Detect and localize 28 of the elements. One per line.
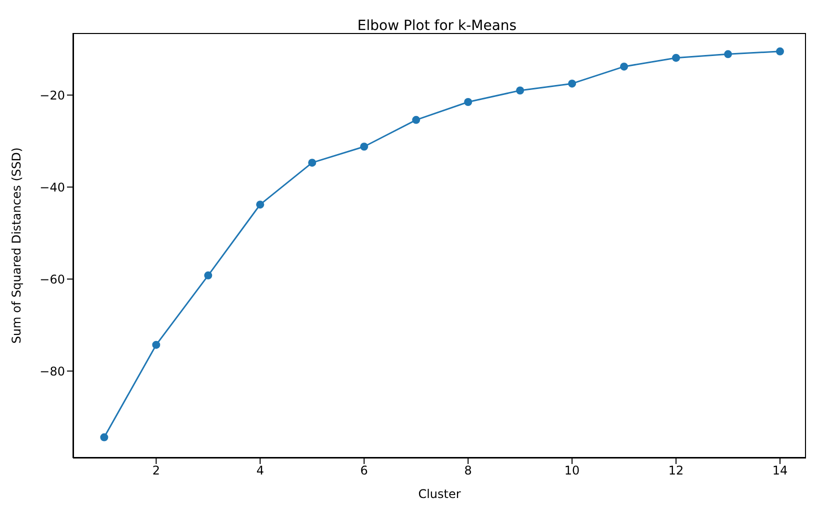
y-tick-label: −40 — [40, 180, 65, 194]
point — [620, 62, 628, 71]
y-axis-title: Sum of Squared Distances (SSD) — [9, 147, 24, 344]
point — [204, 271, 212, 280]
x-tick-label: 12 — [668, 464, 684, 478]
point — [568, 80, 576, 88]
point — [672, 54, 680, 62]
x-axis-title: Cluster — [418, 487, 461, 501]
y-tick-label: −20 — [40, 88, 65, 102]
chart-title: Elbow Plot for k-Means — [356, 18, 518, 34]
y-tick-label: −60 — [40, 272, 65, 286]
x-tick-label: 4 — [256, 464, 264, 478]
point — [776, 47, 784, 56]
point — [724, 50, 732, 58]
point — [308, 158, 316, 167]
point — [464, 98, 472, 106]
point — [256, 200, 264, 209]
y-tick-label: −80 — [40, 364, 65, 378]
x-tick-label: 8 — [464, 464, 472, 478]
x-tick-label: 2 — [152, 464, 160, 478]
point — [360, 142, 368, 151]
point — [412, 116, 420, 124]
x-tick-label: 10 — [564, 464, 580, 478]
x-tick-label: 14 — [772, 464, 788, 478]
point — [152, 340, 160, 349]
x-tick-label: 6 — [360, 464, 368, 478]
point — [100, 433, 108, 442]
point — [516, 86, 524, 94]
